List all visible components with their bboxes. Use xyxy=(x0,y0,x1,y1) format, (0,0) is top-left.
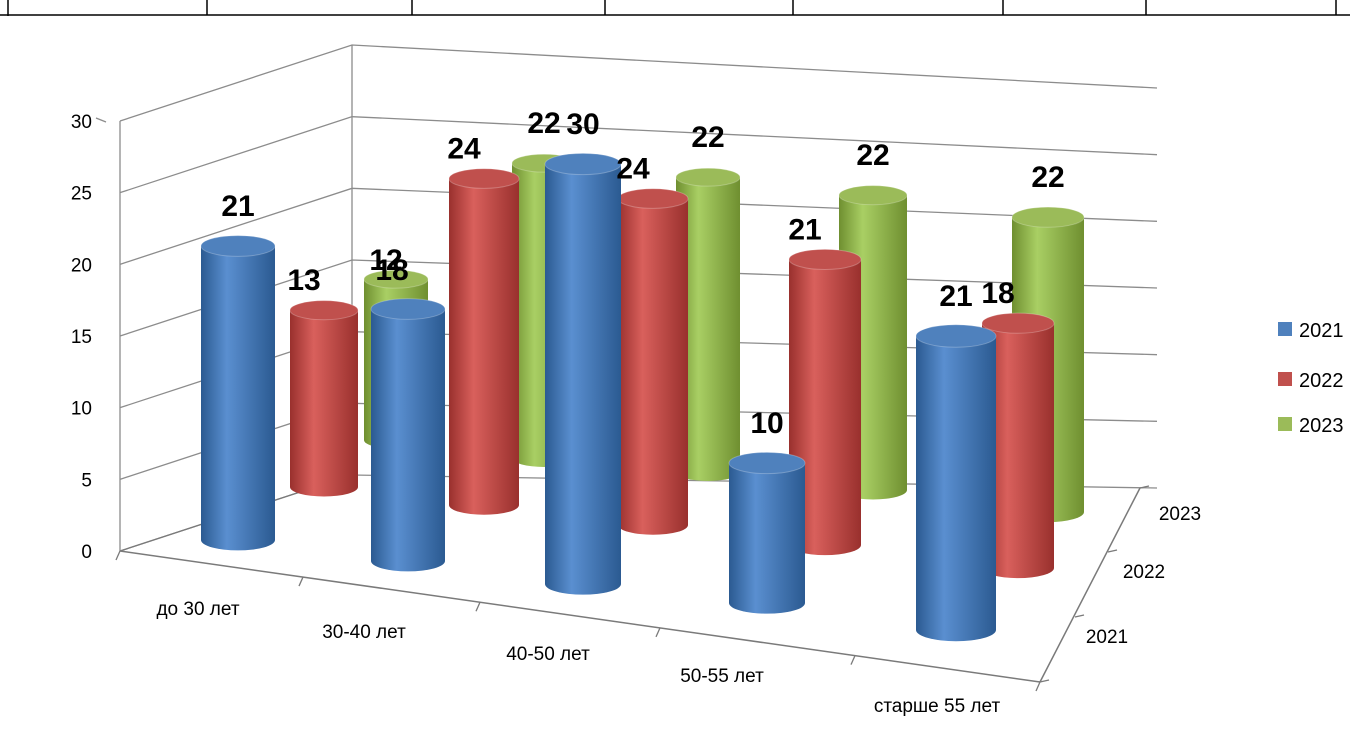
cylinder-body xyxy=(982,323,1054,579)
category-tick xyxy=(115,550,121,561)
cylinder-top xyxy=(838,185,908,206)
cylinder-top xyxy=(675,167,741,187)
category-tick xyxy=(475,601,481,612)
cylinder-2022-3 xyxy=(788,248,862,556)
gridline xyxy=(119,44,1158,122)
cylinder-top xyxy=(981,312,1055,334)
cylinder-top xyxy=(788,248,862,270)
cylinder-top xyxy=(200,235,276,257)
depth-tick-label: 2023 xyxy=(1159,504,1201,525)
legend-item-2022: 2022 xyxy=(1278,370,1344,392)
cylinders xyxy=(200,152,1085,642)
legend-swatch xyxy=(1278,372,1292,386)
cylinder-body xyxy=(676,177,740,481)
data-label: 13 xyxy=(287,264,320,297)
cylinder-2021-1 xyxy=(370,298,446,572)
legend-swatch xyxy=(1278,417,1292,431)
depth-tick xyxy=(1107,549,1118,553)
data-label: 22 xyxy=(527,107,560,140)
cylinder-body xyxy=(201,246,275,551)
cylinder-2023-2 xyxy=(675,167,741,481)
legend-item-2023: 2023 xyxy=(1278,415,1344,437)
cylinder-body xyxy=(789,259,861,556)
cylinder-top xyxy=(544,152,622,176)
depth-tick xyxy=(1074,614,1085,618)
data-label: 22 xyxy=(691,121,724,154)
cylinder-top xyxy=(370,298,446,320)
category-tick xyxy=(850,655,856,665)
cylinder-body xyxy=(290,310,358,497)
cylinder-top xyxy=(363,269,429,289)
table-border-strip xyxy=(0,0,1350,16)
data-label: 10 xyxy=(750,407,783,440)
cylinder-body xyxy=(371,309,445,572)
legend-label: 2023 xyxy=(1299,415,1344,437)
cylinder-top xyxy=(448,168,520,189)
y-tick-label: 30 xyxy=(71,112,92,133)
data-label: 22 xyxy=(1031,161,1064,194)
legend-label: 2022 xyxy=(1299,370,1344,392)
cylinder-top xyxy=(617,188,689,209)
cylinder-2021-4 xyxy=(915,324,997,642)
y-tick-label: 15 xyxy=(71,327,92,348)
category-tick xyxy=(298,576,304,587)
data-label: 22 xyxy=(856,139,889,172)
cylinder-body xyxy=(916,336,996,642)
category-label: до 30 лет xyxy=(156,599,239,620)
category-axis xyxy=(119,550,1041,683)
cylinder-2021-0 xyxy=(200,235,276,551)
cylinder-top xyxy=(1011,206,1085,228)
wall-edge xyxy=(95,117,107,123)
cylinder-body xyxy=(618,198,688,535)
data-label: 21 xyxy=(221,190,254,223)
data-label: 30 xyxy=(566,108,599,141)
cylinder-2022-1 xyxy=(448,168,520,515)
y-tick-label: 20 xyxy=(71,255,92,276)
cylinder-2021-2 xyxy=(544,152,622,595)
legend: 2021 2022 2023 xyxy=(1278,320,1344,437)
legend-swatch xyxy=(1278,322,1292,336)
cylinder-2022-2 xyxy=(617,188,689,535)
depth-axis xyxy=(1039,487,1141,683)
cylinder-top xyxy=(728,451,806,475)
cylinder-top xyxy=(915,324,997,348)
y-tick-label: 10 xyxy=(71,399,92,420)
depth-tick xyxy=(1039,679,1050,683)
legend-label: 2021 xyxy=(1299,320,1344,342)
data-label: 18 xyxy=(375,254,408,287)
data-label: 24 xyxy=(447,133,481,166)
depth-tick xyxy=(1139,485,1150,489)
axes: 0 5 10 15 20 25 30 до 30 лет 30-40 лет 40-50 лет 5… xyxy=(71,112,1201,717)
category-label: старше 55 лет xyxy=(874,696,1001,717)
data-labels: 12 22 22 22 22 13 24 24 21 18 21 18 30 10 21 xyxy=(221,107,1064,440)
data-label: 21 xyxy=(788,213,821,246)
category-tick xyxy=(655,627,661,638)
cylinder-body xyxy=(449,178,519,515)
category-tick xyxy=(1035,681,1041,692)
category-label: 30-40 лет xyxy=(322,622,406,643)
y-tick-label: 25 xyxy=(71,184,92,205)
cylinder-2022-0 xyxy=(289,300,359,497)
category-label: 50-55 лет xyxy=(680,666,764,687)
depth-tick-label: 2022 xyxy=(1123,562,1165,583)
cylinder-2022-4 xyxy=(981,312,1055,579)
y-tick-label: 0 xyxy=(81,542,92,563)
cylinder-top xyxy=(289,300,359,321)
y-tick-label: 5 xyxy=(81,470,92,491)
legend-item-2021: 2021 xyxy=(1278,320,1344,342)
data-label: 21 xyxy=(939,280,972,313)
cylinder-2021-3 xyxy=(728,451,806,614)
data-label: 12 xyxy=(369,244,402,277)
category-label: 40-50 лет xyxy=(506,644,590,665)
depth-tick-label: 2021 xyxy=(1086,627,1128,648)
cylinder-body xyxy=(545,164,621,595)
cylinder-body xyxy=(729,463,805,614)
data-label: 18 xyxy=(981,277,1014,310)
data-label: 24 xyxy=(616,153,650,186)
